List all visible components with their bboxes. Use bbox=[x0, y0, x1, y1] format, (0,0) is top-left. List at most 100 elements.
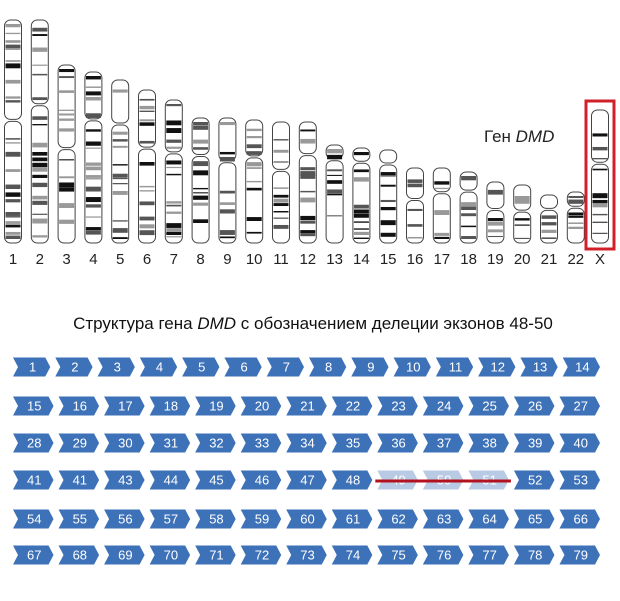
exon bbox=[104, 470, 145, 490]
chromosome-band bbox=[166, 201, 182, 204]
chromosome-label: 13 bbox=[326, 251, 343, 268]
chromosome-band bbox=[541, 229, 557, 233]
chromosome-band bbox=[300, 215, 316, 221]
exon bbox=[559, 396, 600, 416]
chromosome-band bbox=[327, 169, 343, 172]
exon-label: 79 bbox=[573, 547, 587, 562]
chromosome-band bbox=[353, 213, 369, 218]
exon-label: 33 bbox=[255, 435, 269, 450]
exon-label: 54 bbox=[27, 511, 41, 526]
chromosome-band bbox=[166, 236, 182, 238]
chromosome-band bbox=[85, 216, 101, 218]
chromosome-band bbox=[32, 27, 48, 32]
chromosome-arm bbox=[272, 121, 290, 170]
chromosome-label: 9 bbox=[223, 251, 231, 268]
chromosome-band bbox=[461, 236, 477, 239]
chromosome-band bbox=[85, 91, 101, 96]
chromosome-arm bbox=[84, 71, 103, 120]
chromosome-band bbox=[219, 236, 235, 239]
exon-label: 13 bbox=[533, 359, 547, 374]
chromosome-arm bbox=[459, 171, 478, 191]
chromosome-band bbox=[380, 199, 396, 203]
chromosome-band bbox=[112, 164, 128, 166]
title-gene: DMD bbox=[197, 314, 236, 333]
chromosome-band bbox=[32, 213, 48, 215]
chromosome-band bbox=[166, 228, 182, 232]
chromosome-band bbox=[380, 232, 396, 237]
chromosome-band bbox=[246, 167, 262, 169]
chromosome-band bbox=[5, 235, 21, 239]
chromosome bbox=[486, 181, 505, 244]
chromosome-band bbox=[592, 133, 608, 137]
chromosome-band bbox=[32, 157, 48, 162]
chromosome-label: 4 bbox=[89, 251, 97, 268]
chromosome-band bbox=[32, 116, 48, 120]
chromosome-band bbox=[166, 146, 182, 149]
chromosome-band bbox=[59, 76, 75, 79]
chromosome-band bbox=[85, 162, 101, 166]
chromosome-band bbox=[273, 194, 289, 198]
chromosome-band bbox=[592, 221, 608, 223]
chromosome-arm bbox=[4, 19, 22, 120]
chromosome-arm bbox=[432, 193, 451, 244]
chromosome-band bbox=[166, 139, 182, 143]
title-before: Структура гена bbox=[73, 314, 193, 333]
exon-label: 8 bbox=[325, 359, 332, 374]
chromosome-band bbox=[59, 128, 75, 132]
chromosome-band bbox=[273, 149, 289, 153]
exon-label: 46 bbox=[255, 472, 269, 487]
exon bbox=[435, 357, 474, 377]
exon bbox=[240, 433, 282, 453]
chromosome-band bbox=[246, 136, 262, 139]
exon-label: 7 bbox=[283, 359, 290, 374]
chromosome-band bbox=[32, 34, 48, 36]
chromosome-label: 12 bbox=[299, 251, 316, 268]
chromosome-band bbox=[327, 154, 343, 160]
chromosome-band bbox=[568, 222, 584, 224]
chromosome-band bbox=[273, 224, 289, 229]
chromosome-band bbox=[273, 198, 289, 203]
chromosome-band bbox=[193, 219, 209, 223]
exon bbox=[559, 545, 600, 565]
chromosome-band bbox=[273, 217, 289, 219]
chromosome-band bbox=[353, 237, 369, 239]
exon-label: 40 bbox=[573, 435, 587, 450]
exon bbox=[331, 396, 373, 416]
exon bbox=[224, 357, 262, 377]
chromosome-band bbox=[246, 144, 262, 149]
exon-label: 19 bbox=[209, 398, 223, 413]
chromosome-band bbox=[5, 47, 21, 50]
chromosome-label: 19 bbox=[487, 251, 504, 268]
exon-label: 52 bbox=[528, 472, 542, 487]
chromosome-band bbox=[246, 128, 262, 132]
chromosome-band bbox=[592, 232, 608, 235]
exon-label: 58 bbox=[209, 511, 223, 526]
chromosome-band bbox=[32, 174, 48, 178]
chromosome-band bbox=[32, 162, 48, 168]
chromosome-band bbox=[434, 210, 450, 215]
chromosome-band bbox=[5, 60, 21, 62]
exon-label: 34 bbox=[300, 435, 314, 450]
chromosome-band bbox=[32, 152, 48, 156]
exon bbox=[97, 357, 135, 377]
chromosome bbox=[325, 144, 344, 244]
chromosome-band bbox=[5, 221, 21, 224]
exon-label: 48 bbox=[346, 472, 360, 487]
chromosome bbox=[138, 89, 156, 244]
chromosome-band bbox=[139, 201, 155, 206]
chromosome-band bbox=[59, 219, 75, 224]
exon-label: 4 bbox=[156, 359, 163, 374]
chromosome-band bbox=[327, 193, 343, 196]
chromosome-band bbox=[32, 182, 48, 188]
chromosome-band bbox=[32, 167, 48, 172]
chromosome-label: 22 bbox=[567, 251, 584, 268]
exon bbox=[286, 509, 327, 529]
chromosome-band bbox=[32, 64, 48, 66]
chromosome-band bbox=[166, 223, 182, 228]
chromosome bbox=[566, 191, 585, 244]
chromosome-band bbox=[59, 113, 75, 116]
chromosome-band bbox=[380, 206, 396, 211]
chromosome-arm bbox=[325, 160, 344, 244]
exon bbox=[559, 470, 600, 490]
chromosome bbox=[218, 117, 237, 244]
